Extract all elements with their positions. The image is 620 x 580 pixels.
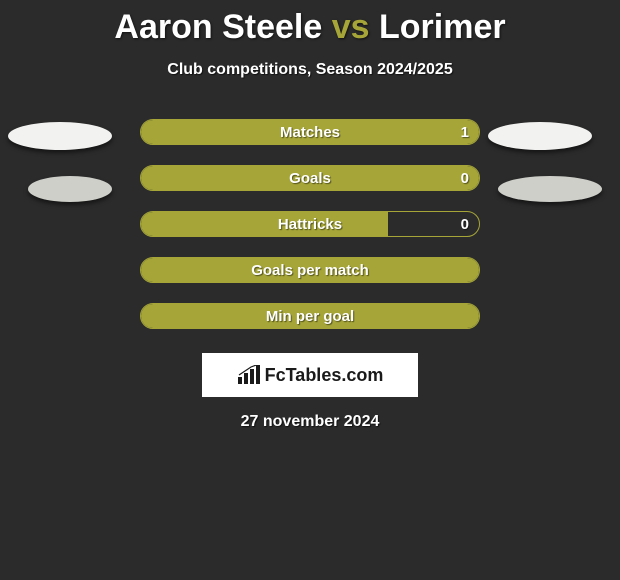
brand-text: FcTables.com <box>265 365 384 386</box>
bar-value: 0 <box>461 212 469 236</box>
stat-bar-min-per-goal: Min per goal <box>140 303 480 329</box>
brand-box[interactable]: FcTables.com <box>202 353 418 397</box>
bar-label: Min per goal <box>266 304 354 328</box>
bar-value: 1 <box>461 120 469 144</box>
player-b-name: Lorimer <box>379 8 506 46</box>
bar-label: Goals per match <box>251 258 369 282</box>
ellipse-decoration <box>28 176 112 202</box>
stat-bar-hattricks: Hattricks 0 <box>140 211 480 237</box>
player-a-name: Aaron Steele <box>114 8 322 46</box>
bar-label: Goals <box>289 166 331 190</box>
bar-label: Matches <box>280 120 340 144</box>
ellipse-decoration <box>498 176 602 202</box>
stat-bars: Matches 1 Goals 0 Hattricks 0 Goals per match M… <box>0 119 620 329</box>
stat-bar-matches: Matches 1 <box>140 119 480 145</box>
ellipse-decoration <box>488 122 592 150</box>
date-text: 27 november 2024 <box>0 413 620 431</box>
ellipse-decoration <box>8 122 112 150</box>
stat-bar-goals-per-match: Goals per match <box>140 257 480 283</box>
page-title: Aaron Steele vs Lorimer <box>0 0 620 47</box>
subtitle: Club competitions, Season 2024/2025 <box>0 61 620 79</box>
bar-value: 0 <box>461 166 469 190</box>
bar-chart-icon <box>237 365 261 385</box>
bar-fill <box>141 212 388 236</box>
bar-label: Hattricks <box>278 212 342 236</box>
stat-bar-goals: Goals 0 <box>140 165 480 191</box>
vs-word: vs <box>332 8 370 46</box>
